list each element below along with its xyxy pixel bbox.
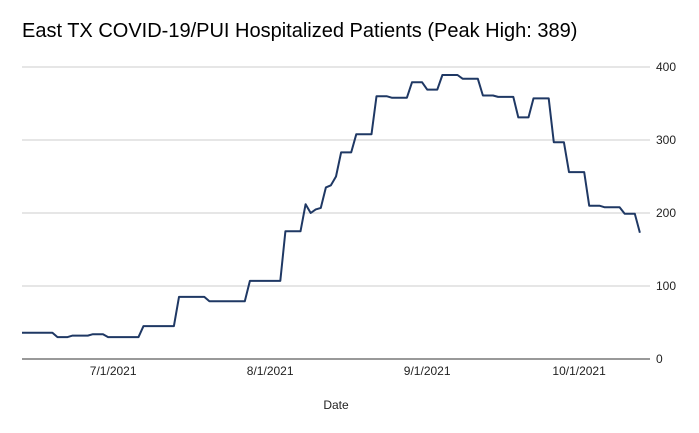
y-tick-label: 400	[656, 60, 676, 74]
y-tick-label: 0	[656, 352, 663, 366]
x-axis-label: Date	[323, 398, 349, 412]
gridlines	[22, 66, 650, 360]
series-group	[22, 74, 641, 339]
y-axis-ticks: 0 100 200 300 400	[656, 60, 676, 366]
y-tick-label: 300	[656, 133, 676, 147]
series-line	[22, 74, 641, 339]
x-tick-label: 7/1/2021	[90, 364, 137, 378]
x-axis-ticks: 7/1/2021 8/1/2021 9/1/2021 10/1/2021	[90, 364, 606, 378]
chart-title: East TX COVID-19/PUI Hospitalized Patien…	[22, 20, 578, 42]
x-tick-label: 9/1/2021	[404, 364, 451, 378]
x-tick-label: 10/1/2021	[552, 364, 606, 378]
y-tick-label: 200	[656, 206, 676, 220]
x-tick-label: 8/1/2021	[247, 364, 294, 378]
y-tick-label: 100	[656, 279, 676, 293]
